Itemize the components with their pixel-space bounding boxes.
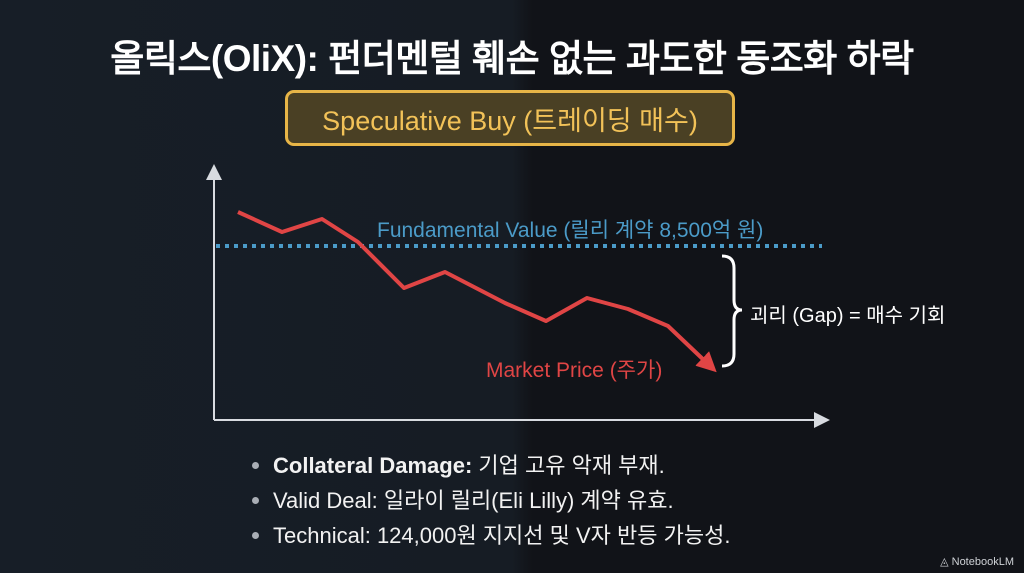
market-price-label: Market Price (주가) bbox=[486, 359, 663, 382]
rating-badge: Speculative Buy (트레이딩 매수) bbox=[285, 90, 735, 146]
notebooklm-logo-icon: ◬ bbox=[940, 556, 952, 568]
slide-title: 올릭스(OliX): 펀더멘털 훼손 없는 과도한 동조화 하락 bbox=[110, 38, 914, 79]
market-price-line bbox=[237, 210, 717, 373]
bullet-dot bbox=[252, 496, 259, 504]
bullet-dot bbox=[252, 461, 259, 469]
bullet-list: Collateral Damage: 기업 고유 악재 부재. Valid De… bbox=[252, 450, 730, 555]
brand-watermark: ◬ NotebookLM bbox=[940, 556, 1014, 568]
gap-label: 괴리 (Gap) = 매수 기회 bbox=[750, 305, 946, 327]
fundamental-value-label: Fundamental Value (릴리 계약 8,500억 원) bbox=[377, 219, 764, 242]
bullet-dot bbox=[252, 531, 259, 539]
gap-brace bbox=[721, 254, 743, 368]
bullet-item: Valid Deal: 일라이 릴리(Eli Lilly) 계약 유효. bbox=[252, 485, 730, 520]
bullet-item: Technical: 124,000원 지지선 및 V자 반등 가능성. bbox=[252, 520, 730, 555]
bullet-item: Collateral Damage: 기업 고유 악재 부재. bbox=[252, 450, 730, 485]
